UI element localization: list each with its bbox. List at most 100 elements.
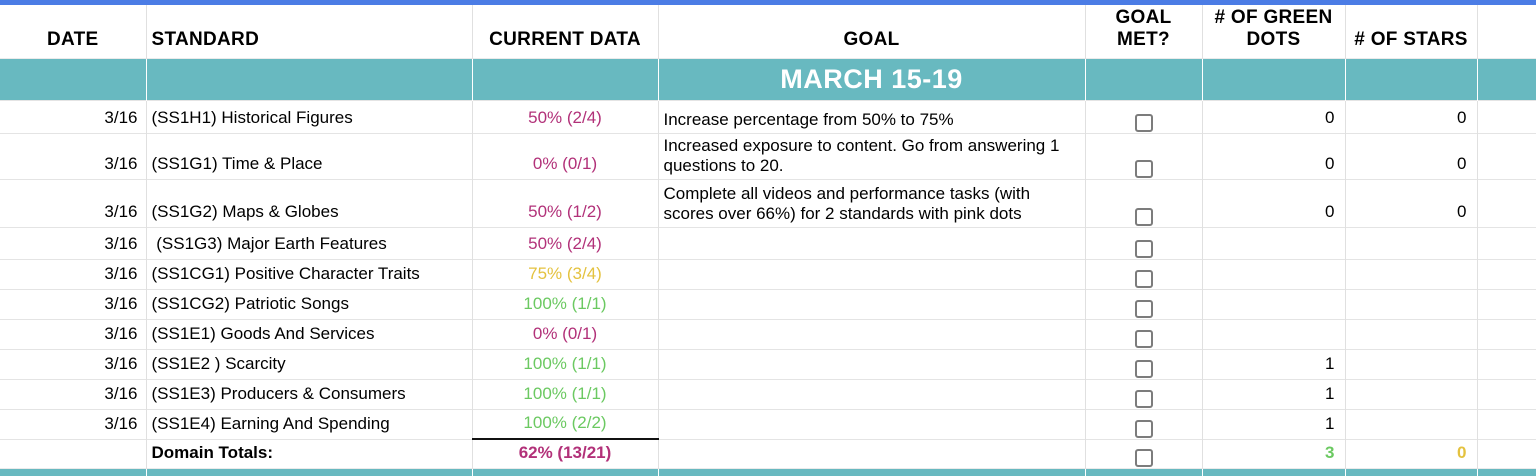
banner-cell[interactable] <box>658 467 1086 476</box>
goal-cell[interactable] <box>658 438 1086 468</box>
goal-met-checkbox[interactable] <box>1134 270 1153 289</box>
green-dots-cell[interactable] <box>1202 258 1346 289</box>
goal-cell[interactable] <box>658 348 1086 379</box>
date-cell[interactable]: 3/16 <box>0 288 147 319</box>
stars-cell[interactable] <box>1345 348 1478 379</box>
col-header-current-data[interactable]: CURRENT DATA <box>472 5 659 58</box>
date-cell[interactable] <box>0 438 147 468</box>
goal-met-cell[interactable] <box>1085 348 1203 379</box>
empty-cell[interactable] <box>1477 408 1536 439</box>
standard-cell[interactable]: (SS1E2 ) Scarcity <box>146 348 473 379</box>
current-data-cell[interactable]: 0% (0/1) <box>472 318 659 349</box>
goal-met-cell[interactable] <box>1085 378 1203 409</box>
col-header-empty[interactable] <box>1477 5 1536 58</box>
standard-cell[interactable]: (SS1G3) Major Earth Features <box>146 226 473 259</box>
goal-cell[interactable] <box>658 288 1086 319</box>
empty-cell[interactable] <box>1477 438 1536 468</box>
empty-cell[interactable] <box>1477 99 1536 133</box>
goal-met-cell[interactable] <box>1085 99 1203 133</box>
goal-cell[interactable]: Increase percentage from 50% to 75% <box>658 99 1086 133</box>
goal-met-checkbox[interactable] <box>1134 114 1153 133</box>
goal-cell[interactable] <box>658 226 1086 259</box>
col-header-date[interactable]: DATE <box>0 5 147 58</box>
banner-cell[interactable] <box>472 467 659 476</box>
current-data-cell[interactable]: 100% (2/2) <box>472 408 659 439</box>
standard-cell[interactable]: (SS1H1) Historical Figures <box>146 99 473 133</box>
banner-cell[interactable] <box>0 57 147 100</box>
date-cell[interactable]: 3/16 <box>0 378 147 409</box>
goal-met-checkbox[interactable] <box>1134 240 1153 259</box>
green-dots-cell[interactable]: 0 <box>1202 99 1346 133</box>
banner-cell[interactable] <box>1085 57 1203 100</box>
current-data-cell[interactable]: 100% (1/1) <box>472 348 659 379</box>
standard-cell[interactable]: (SS1E4) Earning And Spending <box>146 408 473 439</box>
goal-met-cell[interactable] <box>1085 132 1203 179</box>
stars-cell[interactable] <box>1345 258 1478 289</box>
goal-met-checkbox[interactable] <box>1134 160 1153 179</box>
banner-cell[interactable] <box>146 57 473 100</box>
date-cell[interactable]: 3/16 <box>0 408 147 439</box>
goal-met-checkbox[interactable] <box>1134 449 1153 468</box>
current-data-cell[interactable]: 50% (2/4) <box>472 99 659 133</box>
col-header-goal-met[interactable]: GOAL MET? <box>1085 5 1203 58</box>
goal-met-checkbox[interactable] <box>1134 360 1153 379</box>
current-data-cell[interactable]: 100% (1/1) <box>472 378 659 409</box>
banner-cell[interactable] <box>1345 57 1478 100</box>
green-dots-cell[interactable]: 1 <box>1202 378 1346 409</box>
stars-cell[interactable] <box>1345 408 1478 439</box>
banner-cell[interactable] <box>472 57 659 100</box>
green-dots-cell[interactable] <box>1202 226 1346 259</box>
date-cell[interactable]: 3/16 <box>0 226 147 259</box>
goal-cell[interactable] <box>658 318 1086 349</box>
current-data-cell[interactable]: 0% (0/1) <box>472 132 659 179</box>
col-header-goal[interactable]: GOAL <box>658 5 1086 58</box>
week-banner-title[interactable]: MARCH 15-19 <box>658 57 1086 100</box>
empty-cell[interactable] <box>1477 258 1536 289</box>
green-dots-cell[interactable]: 1 <box>1202 348 1346 379</box>
domain-totals-stars[interactable]: 0 <box>1345 438 1478 468</box>
standard-cell[interactable]: (SS1G2) Maps & Globes <box>146 178 473 227</box>
col-header-stars[interactable]: # OF STARS <box>1345 5 1478 58</box>
green-dots-cell[interactable]: 0 <box>1202 178 1346 227</box>
current-data-cell[interactable]: 50% (2/4) <box>472 226 659 259</box>
banner-cell[interactable] <box>1345 467 1478 476</box>
empty-cell[interactable] <box>1477 348 1536 379</box>
standard-cell[interactable]: (SS1CG1) Positive Character Traits <box>146 258 473 289</box>
goal-cell[interactable] <box>658 258 1086 289</box>
goal-met-cell[interactable] <box>1085 226 1203 259</box>
goal-cell[interactable] <box>658 378 1086 409</box>
domain-totals-green-dots[interactable]: 3 <box>1202 438 1346 468</box>
empty-cell[interactable] <box>1477 318 1536 349</box>
date-cell[interactable]: 3/16 <box>0 348 147 379</box>
goal-cell[interactable]: Increased exposure to content. Go from a… <box>658 132 1086 179</box>
stars-cell[interactable]: 0 <box>1345 99 1478 133</box>
banner-cell[interactable] <box>1085 467 1203 476</box>
green-dots-cell[interactable]: 1 <box>1202 408 1346 439</box>
banner-cell[interactable] <box>1202 57 1346 100</box>
goal-met-cell[interactable] <box>1085 408 1203 439</box>
col-header-green-dots[interactable]: # OF GREEN DOTS <box>1202 5 1346 58</box>
empty-cell[interactable] <box>1477 178 1536 227</box>
banner-cell[interactable] <box>1477 57 1536 100</box>
stars-cell[interactable]: 0 <box>1345 178 1478 227</box>
stars-cell[interactable] <box>1345 378 1478 409</box>
banner-cell[interactable] <box>1477 467 1536 476</box>
goal-met-cell[interactable] <box>1085 438 1203 468</box>
domain-totals-label[interactable]: Domain Totals: <box>146 438 473 468</box>
date-cell[interactable]: 3/16 <box>0 178 147 227</box>
goal-met-checkbox[interactable] <box>1134 420 1153 439</box>
current-data-cell[interactable]: 100% (1/1) <box>472 288 659 319</box>
empty-cell[interactable] <box>1477 226 1536 259</box>
goal-cell[interactable]: Complete all videos and performance task… <box>658 178 1086 227</box>
goal-cell[interactable] <box>658 408 1086 439</box>
current-data-cell[interactable]: 50% (1/2) <box>472 178 659 227</box>
goal-met-cell[interactable] <box>1085 318 1203 349</box>
banner-cell[interactable] <box>146 467 473 476</box>
banner-cell[interactable] <box>1202 467 1346 476</box>
current-data-cell[interactable]: 75% (3/4) <box>472 258 659 289</box>
col-header-standard[interactable]: STANDARD <box>146 5 473 58</box>
goal-met-checkbox[interactable] <box>1134 208 1153 227</box>
banner-cell[interactable] <box>0 467 147 476</box>
green-dots-cell[interactable] <box>1202 318 1346 349</box>
goal-met-checkbox[interactable] <box>1134 390 1153 409</box>
